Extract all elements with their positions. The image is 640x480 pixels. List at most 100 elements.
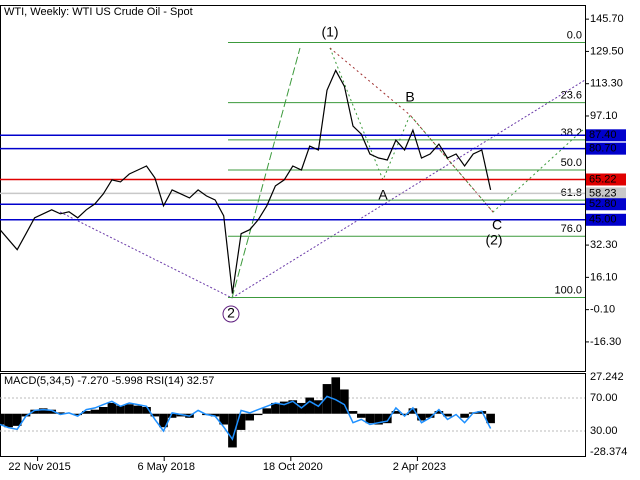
wave-label: (1) [321, 24, 338, 40]
macd-bar [357, 413, 366, 418]
macd-bar [279, 401, 289, 414]
macd-bar [219, 413, 228, 425]
wave-lines [59, 47, 586, 299]
macd-bar [271, 402, 280, 414]
level-tag [586, 129, 626, 142]
level-label: 80.70 [589, 143, 617, 155]
level-tag [586, 173, 626, 186]
macd-bar [253, 413, 263, 416]
macd-bar [400, 413, 409, 416]
macd-bar [82, 411, 91, 414]
macd-bar [365, 413, 375, 424]
level-tag [586, 187, 626, 200]
price-line [0, 69, 492, 294]
x-tick-label: 2 Apr 2023 [393, 461, 446, 473]
level-label: 87.40 [589, 129, 617, 141]
wave-label: B [405, 89, 414, 105]
macd-bar [322, 384, 332, 414]
y-tick-label: 113.30 [590, 78, 623, 90]
macd-bar [331, 377, 341, 414]
macd-bar [288, 400, 298, 414]
macd-bar [408, 408, 418, 414]
macd-bar [262, 408, 272, 414]
macd-tick-label: 27.242 [590, 371, 624, 383]
macd-tick-label: -28.374 [590, 446, 627, 458]
wave-label: 2 [227, 305, 235, 321]
macd-bar [374, 413, 383, 425]
macd-bar [124, 404, 134, 414]
y-tick-label: 97.10 [590, 110, 618, 122]
macd-bar [417, 413, 426, 421]
macd-bar [4, 413, 13, 428]
macd-bar [159, 413, 168, 428]
fib-label: 50.0 [561, 157, 582, 169]
macd-bar [443, 413, 452, 417]
trend-line [59, 211, 233, 299]
x-tick-label: 22 Nov 2015 [8, 461, 70, 473]
macd-bar [47, 409, 57, 414]
level-label: 58.23 [589, 187, 617, 199]
rsi-tick-label: 70.00 [590, 392, 618, 404]
rsi-line [0, 395, 492, 441]
fib-label: 23.6 [561, 90, 582, 102]
macd-bar [12, 413, 22, 426]
macd-bar [90, 409, 100, 414]
macd-bar [30, 409, 39, 414]
macd-bar [150, 413, 160, 417]
y-tick-label: 16.10 [590, 271, 618, 283]
level-label: 52.80 [589, 198, 617, 210]
fib-label: 0.0 [567, 29, 582, 41]
macd-bar [167, 413, 177, 418]
y-tick-label: 32.30 [590, 239, 618, 251]
macd-bar [142, 406, 151, 414]
wave-label: (2) [485, 232, 502, 248]
price-frame [0, 5, 586, 372]
wave-line [329, 47, 586, 213]
wave-label: A [378, 187, 388, 203]
macd-bar [460, 413, 469, 418]
y-tick-label: 129.50 [590, 45, 624, 57]
wave-line [231, 47, 301, 299]
macd-bar [133, 405, 143, 414]
level-tag [586, 213, 626, 226]
macd-bar [340, 389, 349, 414]
trend-line [231, 79, 586, 299]
macd-bar [383, 413, 392, 424]
macd-bar [98, 406, 108, 414]
level-label: 45.00 [589, 214, 617, 226]
level-label: 65.22 [589, 173, 617, 185]
macd-bar [0, 413, 5, 425]
fib-label: 38.2 [561, 127, 582, 139]
macd-bar [391, 411, 401, 414]
indicator-title: MACD(5,34,5) -7.270 -5.998 RSI(14) 32.57 [4, 375, 214, 387]
level-tag [586, 142, 626, 155]
macd-bar [434, 411, 444, 414]
chart-title: WTI, Weekly: WTI US Crude Oil - Spot [4, 6, 193, 18]
fib-label: 100.0 [554, 284, 582, 296]
macd-bar [236, 413, 246, 430]
macd-bar [73, 413, 83, 416]
macd-bar [486, 413, 495, 424]
macd-bar [21, 413, 31, 417]
macd-bar [210, 413, 220, 417]
macd-bar [38, 408, 48, 414]
macd-bar [245, 413, 254, 421]
fib-label: 76.0 [561, 223, 582, 235]
level-tag [586, 198, 626, 211]
macd-bar [116, 405, 125, 414]
macd-bar [107, 402, 117, 414]
macd-bar [228, 413, 237, 448]
macd-bar [348, 411, 358, 414]
y-tick-label: -16.30 [590, 336, 621, 348]
y-tick-label: 145.70 [590, 13, 624, 25]
rsi-tick-label: 30.00 [590, 425, 618, 437]
macd-bar [56, 412, 65, 414]
x-tick-label: 6 May 2018 [137, 461, 194, 473]
wave-label: C [492, 217, 502, 233]
y-tick-label: -0.10 [590, 304, 615, 316]
macd-bar [425, 413, 435, 418]
wave-circle [222, 305, 240, 323]
x-tick-label: 18 Oct 2020 [263, 461, 323, 473]
